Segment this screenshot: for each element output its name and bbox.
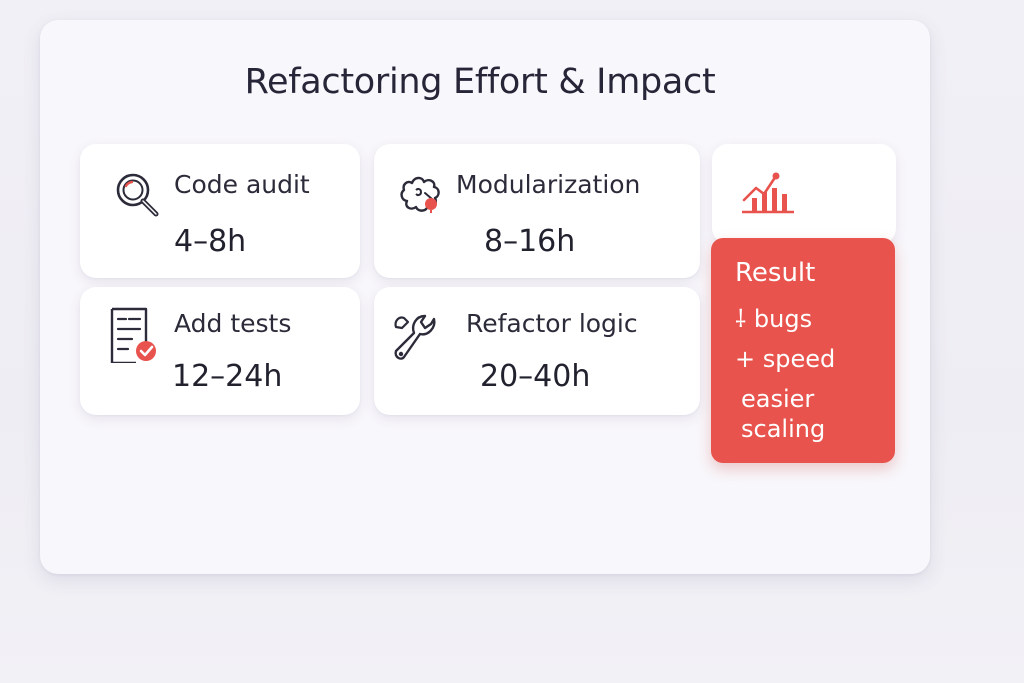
puzzle-piece-icon [400, 176, 440, 213]
task-card-refactor-logic[interactable]: Refactor logic 20–40h [374, 287, 700, 415]
checklist-icon [110, 307, 156, 363]
page-title: Refactoring Effort & Impact [244, 62, 716, 102]
task-card-modularization[interactable]: Modularization 8–16h [374, 144, 700, 278]
magnifier-icon [116, 173, 159, 217]
bar-chart-trend-icon [742, 172, 794, 214]
task-card-code-audit[interactable]: Code audit 4–8h [80, 144, 360, 278]
result-item-easier: easier [741, 385, 815, 413]
result-item-bugs: ⸸ bugs [735, 305, 813, 333]
task-label: Code audit [174, 170, 310, 199]
wrench-icon [394, 314, 436, 360]
task-label: Refactor logic [466, 309, 638, 338]
task-hours: 20–40h [480, 359, 591, 394]
task-hours: 8–16h [484, 224, 576, 259]
task-label: Modularization [456, 170, 641, 199]
task-card-add-tests[interactable]: Add tests 12–24h [80, 287, 360, 415]
result-item-scaling: scaling [741, 415, 826, 443]
result-item-speed: + speed [735, 345, 836, 373]
task-hours: 4–8h [174, 224, 247, 259]
result-title: Result [735, 258, 816, 288]
task-hours: 12–24h [172, 359, 283, 394]
result-card: Result ⸸ bugs + speed easier scaling [711, 238, 895, 463]
chart-card [712, 144, 896, 244]
task-label: Add tests [174, 309, 292, 338]
